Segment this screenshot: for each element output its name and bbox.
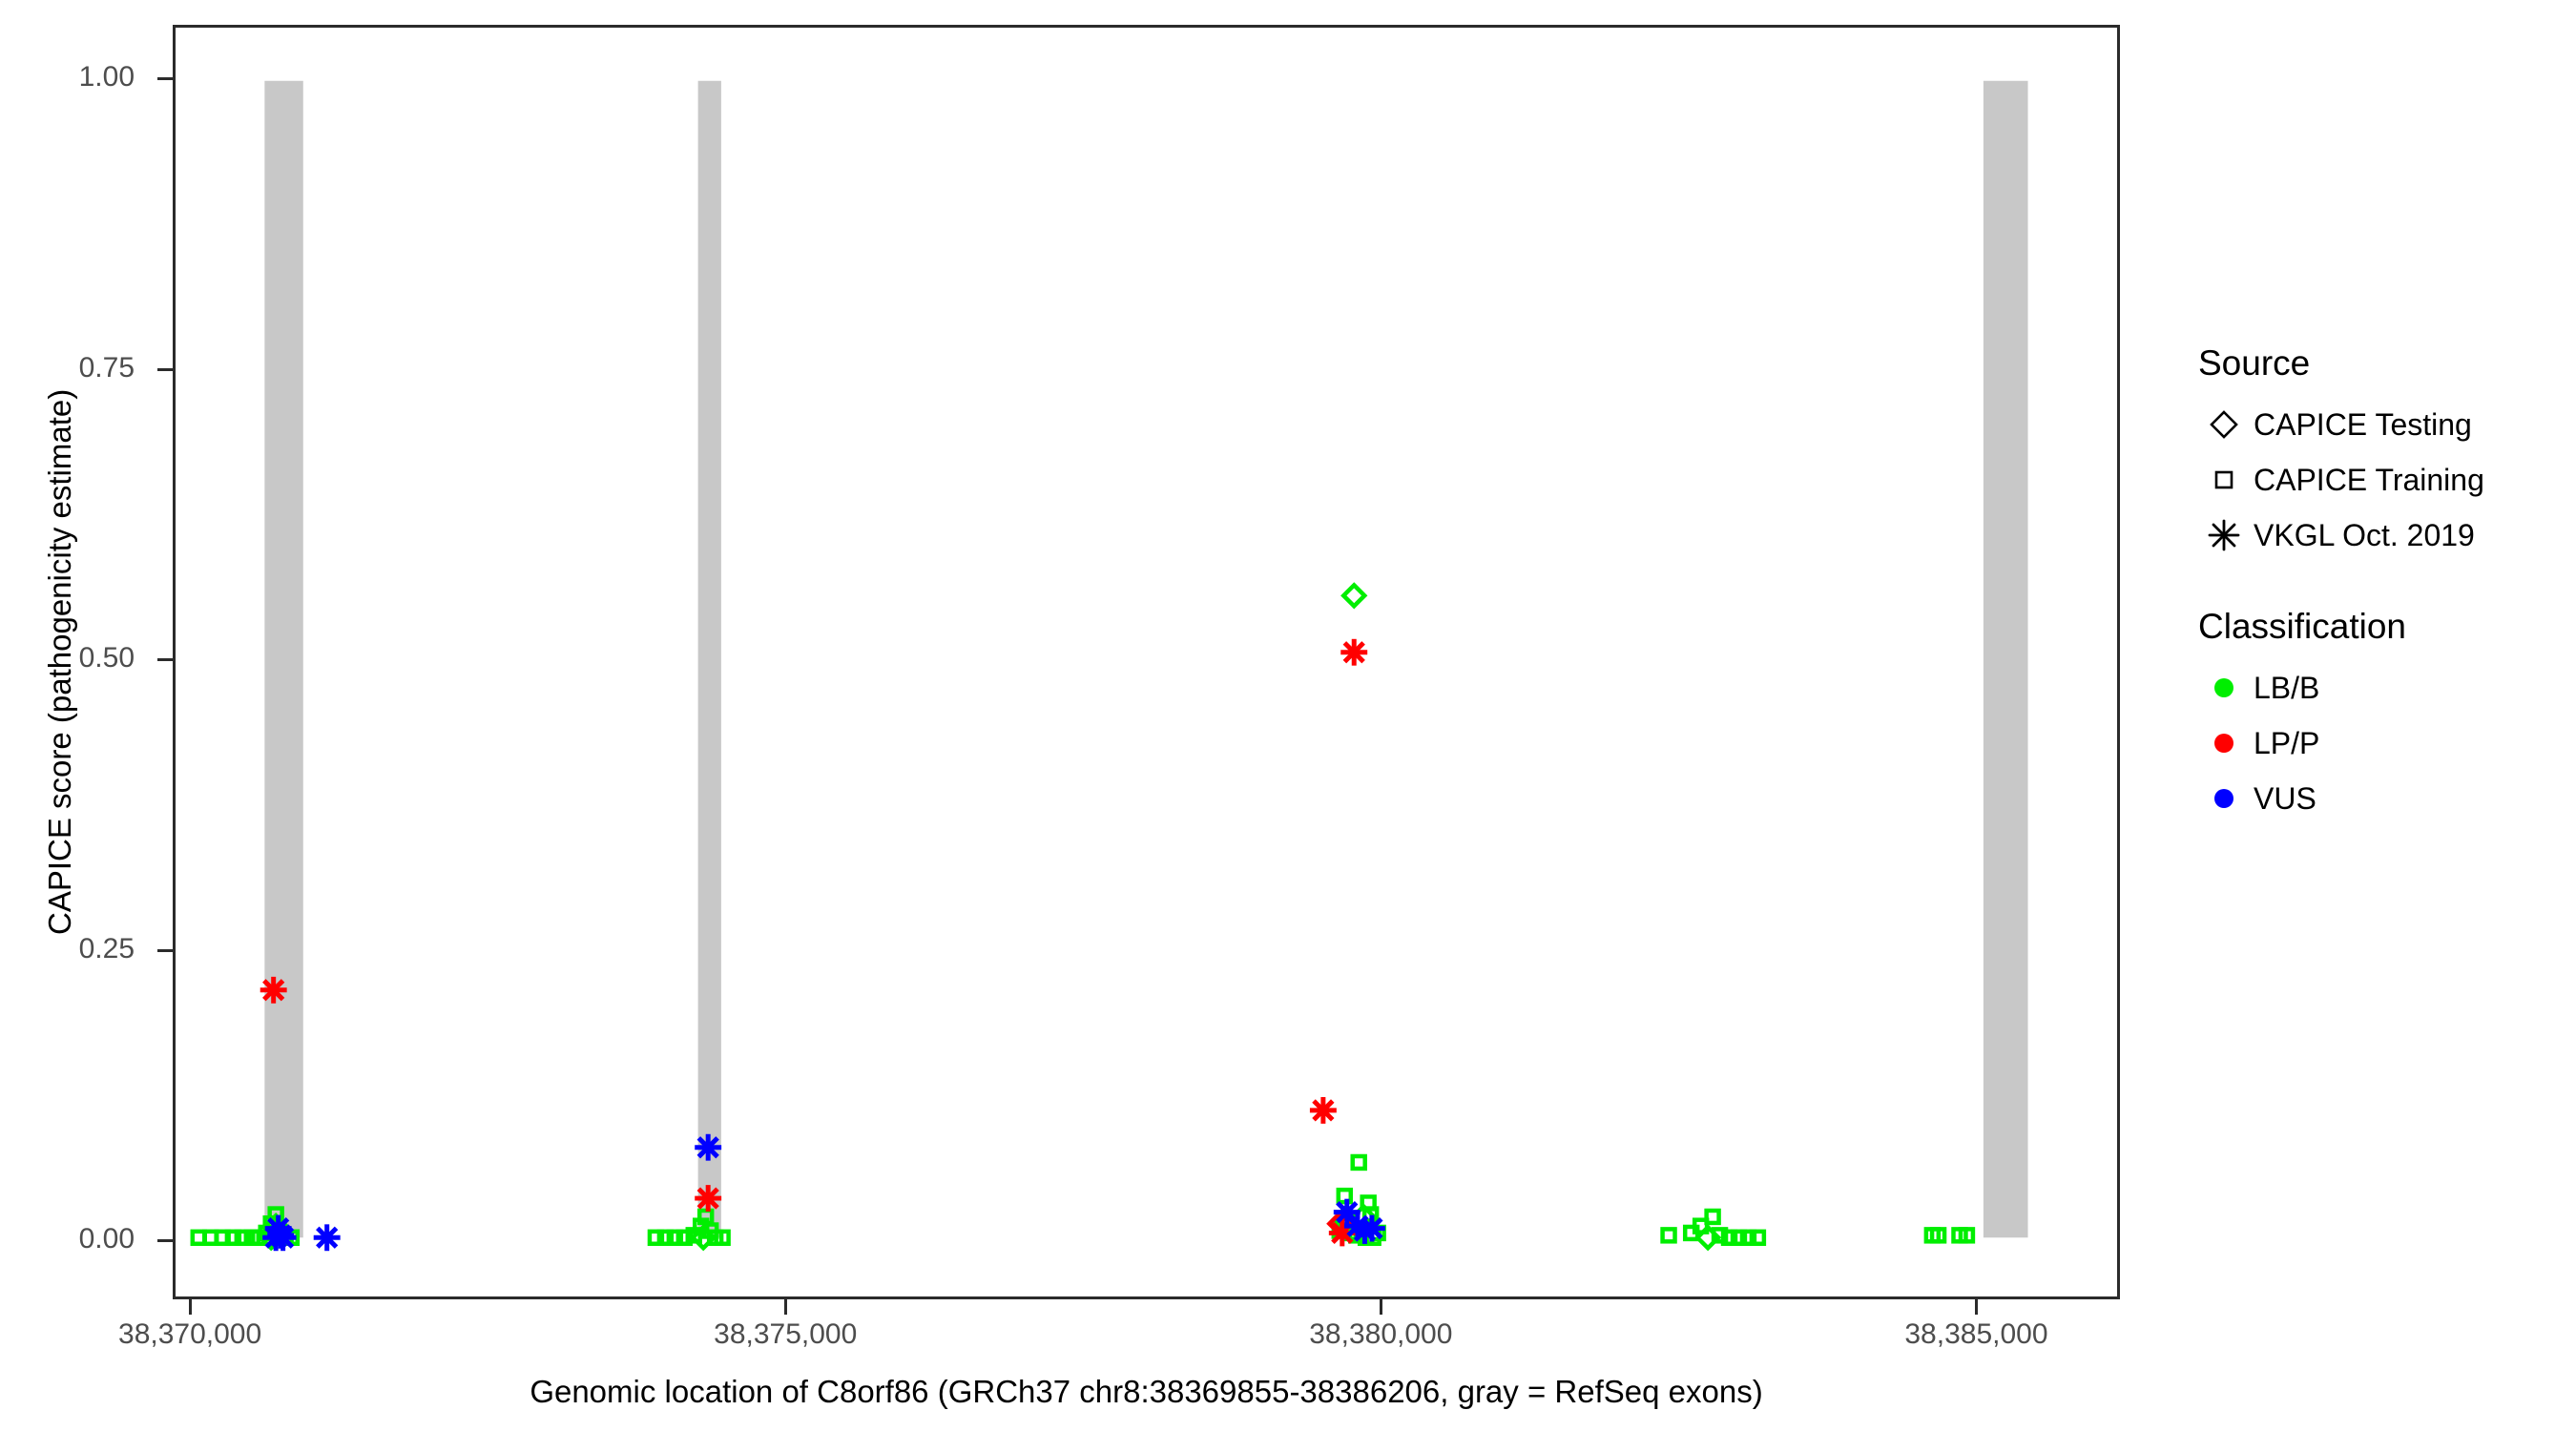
x-tick-label: 38,375,000	[714, 1318, 858, 1350]
data-point	[666, 1229, 684, 1246]
legend-title-source: Source	[2198, 343, 2311, 383]
data-point	[269, 1224, 297, 1252]
data-point	[1739, 1229, 1757, 1246]
square-open-icon	[2194, 452, 2254, 508]
data-point	[234, 1229, 252, 1246]
y-tick-label: 0.00	[78, 1223, 135, 1255]
legend-label-vkgl: VKGL Oct. 2019	[2254, 517, 2475, 552]
legend-label-vus: VUS	[2254, 780, 2316, 816]
y-tick-mark	[157, 948, 173, 952]
data-point	[1704, 1208, 1721, 1226]
data-point	[224, 1229, 242, 1246]
data-point	[260, 976, 287, 1004]
x-tick-mark	[1975, 1299, 1979, 1315]
y-axis-title: CAPICE score (pathogenicity estimate)	[42, 388, 77, 935]
diamond-open-icon	[2194, 397, 2254, 452]
y-tick-label: 0.25	[78, 932, 135, 964]
exon-band	[697, 80, 721, 1238]
x-tick-label: 38,380,000	[1309, 1318, 1453, 1350]
data-point	[690, 1224, 717, 1252]
asterisk-icon	[2194, 508, 2254, 563]
x-tick-mark	[1380, 1299, 1383, 1315]
plot-panel	[173, 25, 2120, 1299]
legend-title-classification: Classification	[2198, 607, 2406, 646]
y-tick-mark	[157, 658, 173, 661]
data-point	[695, 1133, 722, 1161]
data-point	[1340, 638, 1368, 666]
legend-label-capice-training: CAPICE Training	[2254, 462, 2484, 497]
legend: Source CAPICE Testing CAPICE Training	[2194, 343, 2557, 870]
x-axis-title: Genomic location of C8orf86 (GRCh37 chr8…	[530, 1374, 1763, 1409]
circle-icon	[2194, 716, 2254, 771]
data-point	[1350, 1153, 1367, 1172]
x-tick-label: 38,385,000	[1904, 1318, 2048, 1350]
legend-group-source: Source CAPICE Testing CAPICE Training	[2194, 343, 2557, 563]
data-point	[313, 1224, 341, 1252]
data-point	[656, 1229, 675, 1246]
legend-item-lbb[interactable]: LB/B	[2194, 660, 2557, 716]
x-tick-mark	[784, 1299, 788, 1315]
legend-label-capice-testing: CAPICE Testing	[2254, 406, 2472, 442]
legend-label-lpp: LP/P	[2254, 725, 2320, 760]
exon-band	[1983, 80, 2028, 1238]
y-tick-label: 0.50	[78, 642, 135, 674]
y-tick-mark	[157, 367, 173, 371]
legend-group-classification: Classification LB/B LP/P VUS	[2194, 607, 2557, 826]
legend-label-lbb: LB/B	[2254, 670, 2320, 705]
legend-item-lpp[interactable]: LP/P	[2194, 716, 2557, 771]
data-point	[1958, 1227, 1976, 1244]
data-point	[1693, 1224, 1722, 1252]
data-point	[1358, 1214, 1385, 1242]
legend-item-capice-testing[interactable]: CAPICE Testing	[2194, 397, 2557, 452]
data-point	[1720, 1229, 1738, 1246]
plot-canvas	[190, 80, 2028, 1252]
data-point	[695, 1185, 722, 1212]
data-point	[1660, 1227, 1677, 1244]
x-tick-label: 38,370,000	[118, 1318, 262, 1350]
y-tick-mark	[157, 77, 173, 80]
data-point	[1309, 1096, 1337, 1124]
y-tick-label: 1.00	[78, 61, 135, 93]
legend-item-capice-training[interactable]: CAPICE Training	[2194, 452, 2557, 508]
circle-icon	[2194, 771, 2254, 826]
x-tick-mark	[189, 1299, 193, 1315]
y-tick-mark	[157, 1239, 173, 1242]
circle-icon	[2194, 660, 2254, 716]
data-point	[647, 1229, 665, 1246]
legend-item-vus[interactable]: VUS	[2194, 771, 2557, 826]
exon-band	[264, 80, 303, 1238]
legend-item-vkgl[interactable]: VKGL Oct. 2019	[2194, 508, 2557, 563]
data-point	[1340, 582, 1368, 610]
data-point	[1929, 1227, 1947, 1244]
y-tick-label: 0.75	[78, 351, 135, 384]
data-point	[1749, 1229, 1767, 1246]
data-point	[1730, 1229, 1748, 1246]
